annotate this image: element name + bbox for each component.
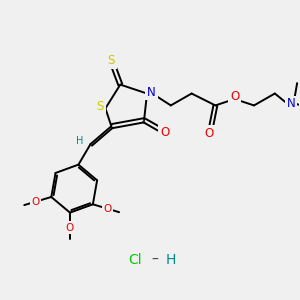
Text: –: – bbox=[151, 253, 158, 267]
Text: N: N bbox=[287, 98, 296, 110]
Text: H: H bbox=[76, 136, 84, 146]
Text: Cl: Cl bbox=[128, 253, 142, 267]
Text: O: O bbox=[230, 90, 239, 103]
Text: O: O bbox=[205, 127, 214, 140]
Text: H: H bbox=[166, 253, 176, 267]
Text: S: S bbox=[97, 100, 104, 113]
Text: S: S bbox=[108, 54, 115, 67]
Text: O: O bbox=[160, 126, 170, 139]
Text: N: N bbox=[147, 85, 156, 98]
Text: O: O bbox=[66, 223, 74, 232]
Text: O: O bbox=[32, 197, 40, 207]
Text: O: O bbox=[103, 204, 112, 214]
